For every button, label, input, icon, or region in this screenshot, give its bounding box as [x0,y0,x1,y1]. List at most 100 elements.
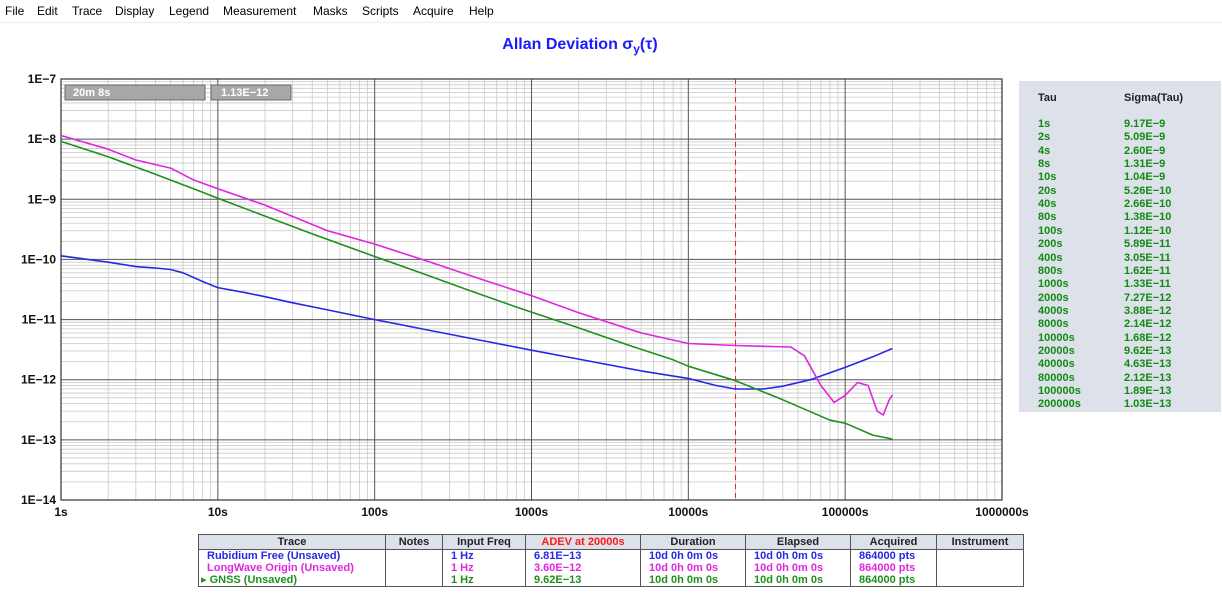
trace-cell-elapsed: 10d 0h 0m 0s [745,549,851,562]
trace-table-header[interactable]: Elapsed [745,534,851,550]
sigma-value: 9.17E−9 [1124,118,1166,130]
sigma-value: 1.38E−10 [1124,211,1172,224]
trace-cell-instrument [936,562,1024,574]
tau-value: 2s [1038,131,1051,144]
trace-cell-duration: 10d 0h 0m 0s [640,562,746,574]
trace-table-header[interactable]: ADEV at 20000s [525,534,641,550]
tau-row: 4000s 3.88E−12 [1019,305,1221,318]
tau-value: 10000s [1038,331,1075,344]
x-tick-label: 10s [208,505,228,519]
chart-title: Allan Deviation σy(τ) [380,36,780,56]
trace-table-header[interactable]: Trace [198,534,386,550]
sigma-value: 1.31E−9 [1124,158,1166,171]
sigma-value: 1.62E−11 [1124,264,1171,277]
sigma-value: 2.12E−13 [1124,371,1172,384]
tau-value: 800s [1038,264,1063,277]
sigma-value: 3.88E−12 [1124,304,1172,317]
menu-legend[interactable]: Legend [169,4,210,18]
tau-row: 1000s 1.33E−11 [1019,278,1221,291]
trace-cell-notes [385,574,443,587]
series-line-rubidium[interactable] [60,255,893,390]
tau-row: 80000s 2.12E−13 [1019,372,1221,385]
tau-value: 4000s [1038,304,1069,317]
trace-cell-trace: Rubidium Free (Unsaved) [198,549,386,562]
trace-cell-notes [385,549,443,562]
sigma-value: 1.68E−12 [1124,331,1172,344]
tau-row: 8s 1.31E−9 [1019,158,1221,171]
menu-edit[interactable]: Edit [37,4,58,18]
series-line-gnss[interactable] [60,140,893,440]
menu-scripts[interactable]: Scripts [362,4,399,18]
x-tick-label: 1s [54,505,68,519]
tau-row: 40000s 4.63E−13 [1019,358,1221,371]
menu-masks[interactable]: Masks [313,4,348,18]
trace-table-header[interactable]: Instrument [936,534,1024,550]
tau-value: 400s [1038,251,1063,264]
trace-row[interactable]: Rubidium Free (Unsaved) 1 Hz 6.81E−13 10d 0… [198,549,1024,562]
y-tick-label: 1E−10 [21,252,56,266]
trace-table-header[interactable]: Notes [385,534,443,550]
trace-cell-adev: 3.60E−12 [525,562,641,574]
tau-value: 10s [1038,171,1057,184]
trace-cell-duration: 10d 0h 0m 0s [640,574,746,587]
y-tick-label: 1E−11 [22,313,57,327]
trace-cell-acquired: 864000 pts [850,574,937,587]
trace-table-header[interactable]: Acquired [850,534,937,550]
trace-cell-adev: 6.81E−13 [525,549,641,562]
cursor-tau-readout: 20m 8s [73,87,110,99]
tau-row: 10000s 1.68E−12 [1019,332,1221,345]
trace-row[interactable]: ▸ GNSS (Unsaved) 1 Hz 9.62E−13 10d 0h 0m 0s… [198,574,1024,587]
tau-row: 400s 3.05E−11 [1019,252,1221,265]
y-tick-label: 1E−12 [21,373,56,387]
x-tick-label: 10000s [668,505,708,519]
tau-value: 40s [1038,198,1057,211]
tau-row: 40s 2.66E−10 [1019,198,1221,211]
trace-cell-acquired: 864000 pts [850,562,937,574]
tau-header: Tau [1038,92,1057,104]
sigma-value: 4.63E−13 [1124,358,1172,371]
tau-value: 40000s [1038,358,1075,371]
tau-value: 8000s [1038,318,1069,331]
tau-value: 200s [1038,238,1063,251]
trace-table-header[interactable]: Duration [640,534,746,550]
sigma-value: 1.04E−9 [1124,171,1166,184]
tau-row: 10s 1.04E−9 [1019,171,1221,184]
series-line-longwave[interactable] [60,134,894,416]
menu-file[interactable]: File [5,4,25,18]
trace-cell-adev: 9.62E−13 [525,574,641,587]
tau-value: 20000s [1038,344,1075,357]
menu-trace[interactable]: Trace [72,4,103,18]
tau-row: 100s 1.12E−10 [1019,225,1221,238]
menu-display[interactable]: Display [115,4,155,18]
sigma-value: 5.89E−11 [1124,238,1171,251]
cursor-value-box [210,84,292,101]
menu-measurement[interactable]: Measurement [223,4,297,18]
tau-row: 2s 5.09E−9 [1019,131,1221,144]
menu-help[interactable]: Help [469,4,494,18]
sigma-value: 2.14E−12 [1124,318,1172,331]
tau-row: 20s 5.26E−10 [1019,185,1221,198]
tau-value: 1s [1038,118,1051,130]
y-tick-label: 1E−9 [28,192,57,206]
trace-row[interactable]: LongWave Origin (Unsaved) 1 Hz 3.60E−12 10d… [198,562,1024,574]
sigma-value: 7.27E−12 [1124,291,1172,304]
tau-value: 80s [1038,211,1057,224]
trace-table-header[interactable]: Input Freq [442,534,526,550]
sigma-value: 1.12E−10 [1124,224,1172,237]
trace-cell-instrument [936,574,1024,587]
sigma-value: 9.62E−13 [1124,344,1172,357]
sigma-value: 1.03E−13 [1124,398,1172,411]
tau-row: 100000s 1.89E−13 [1019,385,1221,398]
tau-value: 8s [1038,158,1051,171]
sigma-value: 3.05E−11 [1124,251,1171,264]
chart-title-tail: (τ) [639,36,658,53]
tau-row: 80s 1.38E−10 [1019,211,1221,224]
menu-acquire[interactable]: Acquire [413,4,454,18]
trace-cell-instrument [936,549,1024,562]
chart-title-subscript: y [633,42,640,57]
cursor-tau-box [64,84,206,101]
tau-row: 200s 5.89E−11 [1019,238,1221,251]
y-tick-label: 1E−13 [21,433,56,447]
sigma-value: 5.26E−10 [1124,184,1172,197]
